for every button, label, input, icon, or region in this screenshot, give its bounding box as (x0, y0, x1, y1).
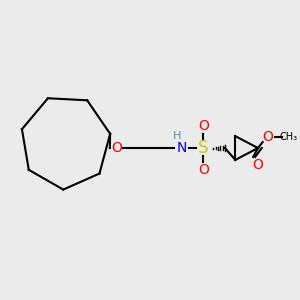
Text: N: N (176, 141, 187, 155)
Text: O: O (262, 130, 273, 144)
Text: H: H (172, 131, 181, 141)
Text: O: O (198, 119, 209, 133)
Text: S: S (198, 139, 208, 157)
Text: O: O (253, 158, 263, 172)
Text: CH₃: CH₃ (280, 132, 298, 142)
Text: O: O (198, 163, 209, 177)
Text: O: O (111, 141, 122, 155)
